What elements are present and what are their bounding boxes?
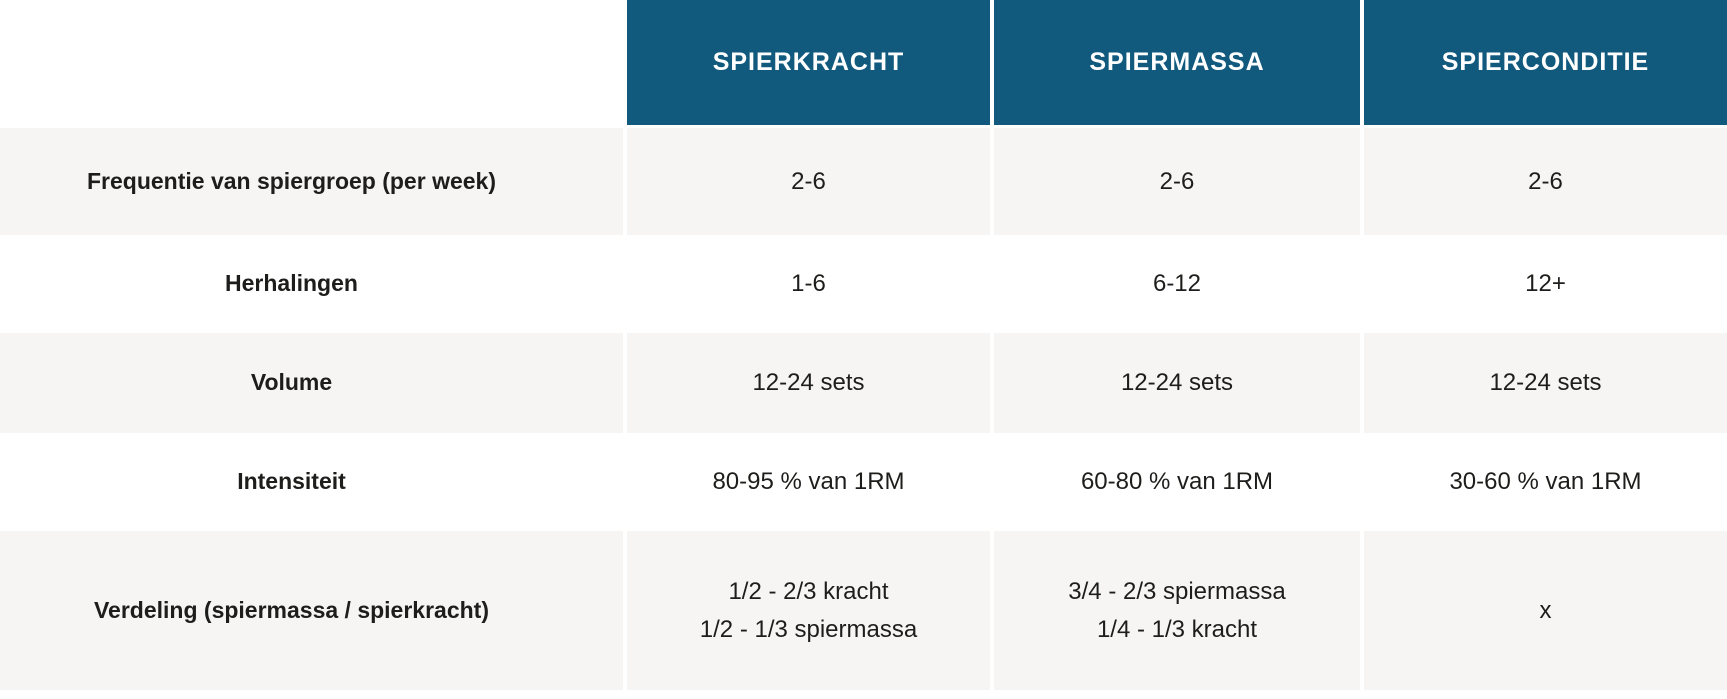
cell-value: 3/4 - 2/3 spiermassa 1/4 - 1/3 kracht [994,531,1360,690]
row-label: Herhalingen [225,270,358,297]
cell-value: 12-24 sets [627,333,990,433]
cell-value: 12+ [1525,270,1566,298]
corner-cell [0,0,623,125]
cell-value: 60-80 % van 1RM [1080,468,1274,496]
row-label: Volume [0,333,623,433]
table-row-verdeling: Verdeling (spiermassa / spierkracht) 1/2… [0,531,1727,690]
cell-value: 12-24 sets [994,333,1360,433]
cell-value: 2-6 [627,128,990,235]
table-row-frequentie: Frequentie van spiergroep (per week) 2-6… [0,128,1727,235]
cell-value: 1/2 - 2/3 kracht 1/2 - 1/3 spiermassa [627,531,990,690]
cell-value: 80-95 % van 1RM [712,468,905,496]
cell-value: 6-12 [1152,270,1202,298]
cell-value: 1-6 [791,270,826,298]
column-header-spierkracht: SPIERKRACHT [627,0,990,125]
cell-value: 2-6 [1364,128,1727,235]
table-row-intensiteit: Intensiteit 80-95 % van 1RM 60-80 % van … [0,433,1727,531]
cell-value: 30-60 % van 1RM [1449,468,1642,496]
row-label: Verdeling (spiermassa / spierkracht) [0,531,623,690]
row-label: Intensiteit [237,468,346,495]
cell-value: 12-24 sets [1364,333,1727,433]
table-header-row: SPIERKRACHT SPIERMASSA SPIERCONDITIE [0,0,1727,125]
column-header-spierconditie: SPIERCONDITIE [1364,0,1727,125]
table-row-herhalingen: Herhalingen 1-6 6-12 12+ [0,235,1727,333]
cell-value: 2-6 [994,128,1360,235]
row-label: Frequentie van spiergroep (per week) [0,128,623,235]
column-header-spiermassa: SPIERMASSA [994,0,1360,125]
cell-value: x [1364,531,1727,690]
table-row-volume: Volume 12-24 sets 12-24 sets 12-24 sets [0,333,1727,433]
